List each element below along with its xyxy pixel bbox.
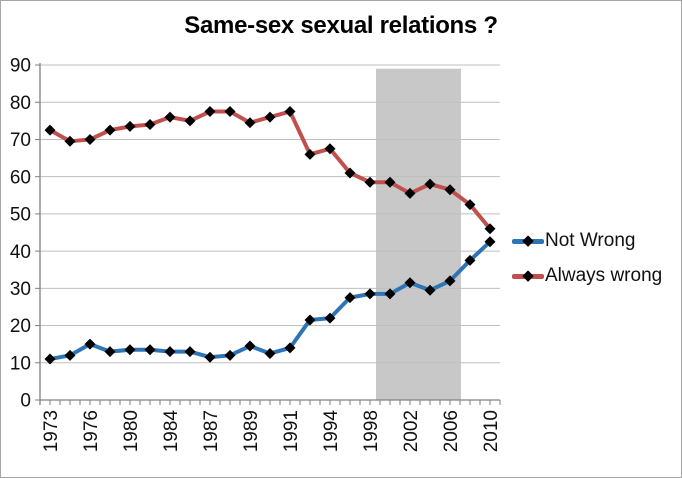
x-axis-label: 1980 (121, 410, 142, 452)
data-point-not-wrong-2002 (404, 277, 416, 289)
data-point-always-wrong-1987 (204, 106, 216, 118)
x-axis-label: 2010 (481, 410, 502, 452)
data-point-not-wrong-1990 (264, 347, 276, 359)
data-point-not-wrong-1998 (364, 288, 376, 300)
x-axis-label: 1998 (361, 410, 382, 452)
x-axis-label: 1989 (241, 410, 262, 452)
chart-title: Same-sex sexual relations ? (184, 12, 498, 39)
y-axis-label: 40 (10, 242, 31, 263)
diamond-marker-icon: ◆ (522, 232, 534, 249)
data-point-not-wrong-1993 (304, 314, 316, 326)
data-point-always-wrong-1976 (84, 133, 96, 145)
data-point-always-wrong-2008 (464, 199, 476, 211)
legend-label: Always wrong (545, 265, 663, 286)
x-axis-label: 1976 (81, 410, 102, 452)
data-point-not-wrong-1982 (144, 344, 156, 356)
y-axis-label: 90 (10, 56, 31, 77)
y-axis-label: 50 (10, 205, 31, 226)
legend-label: Not Wrong (545, 230, 636, 251)
data-point-not-wrong-2008 (464, 254, 476, 266)
data-point-not-wrong-1980 (124, 344, 136, 356)
y-axis-label: 30 (10, 279, 31, 300)
legend-swatch: ◆ (512, 233, 544, 249)
data-point-always-wrong-1977 (104, 124, 116, 136)
data-point-not-wrong-1973 (44, 353, 56, 365)
diamond-marker-icon: ◆ (522, 267, 534, 284)
data-point-not-wrong-1989 (244, 340, 256, 352)
data-point-always-wrong-2004 (424, 178, 436, 190)
data-point-always-wrong-1982 (144, 119, 156, 131)
data-point-not-wrong-1988 (224, 349, 236, 361)
x-axis-label: 1984 (161, 410, 182, 453)
data-point-not-wrong-2004 (424, 284, 436, 296)
x-axis-label: 1987 (201, 410, 222, 452)
x-axis-label: 1991 (281, 410, 302, 452)
legend: ◆ Not Wrong ◆ Always wrong (512, 230, 662, 287)
data-point-not-wrong-1991 (284, 342, 296, 354)
x-axis-label: 2002 (401, 410, 422, 452)
data-point-not-wrong-1994 (324, 312, 336, 324)
data-point-always-wrong-1998 (364, 176, 376, 188)
y-axis-label: 70 (10, 130, 31, 151)
legend-item-not-wrong: ◆ Not Wrong (512, 230, 662, 252)
data-point-not-wrong-1996 (344, 292, 356, 304)
data-point-always-wrong-1974 (64, 135, 76, 147)
data-point-always-wrong-1990 (264, 111, 276, 123)
highlight-band (376, 68, 461, 400)
data-point-not-wrong-1985 (184, 346, 196, 358)
data-point-always-wrong-1993 (304, 148, 316, 160)
data-point-not-wrong-2000 (384, 288, 396, 300)
data-point-always-wrong-1973 (44, 124, 56, 136)
data-point-always-wrong-2010 (484, 223, 496, 235)
data-point-always-wrong-1985 (184, 115, 196, 127)
y-axis-label: 0 (20, 391, 31, 412)
data-point-not-wrong-2010 (484, 236, 496, 248)
y-axis-label: 20 (10, 316, 31, 337)
data-point-always-wrong-2006 (444, 184, 456, 196)
data-point-not-wrong-1987 (204, 351, 216, 363)
data-point-always-wrong-1989 (244, 117, 256, 129)
legend-item-always-wrong: ◆ Always wrong (512, 265, 662, 287)
data-point-always-wrong-1980 (124, 120, 136, 132)
data-point-always-wrong-2000 (384, 176, 396, 188)
data-point-not-wrong-2006 (444, 275, 456, 287)
data-point-always-wrong-1991 (284, 106, 296, 118)
x-axis-label: 1994 (321, 410, 342, 453)
data-point-always-wrong-1988 (224, 106, 236, 118)
data-point-not-wrong-1976 (84, 338, 96, 350)
y-axis-label: 60 (10, 167, 31, 188)
data-point-always-wrong-1984 (164, 111, 176, 123)
legend-swatch: ◆ (512, 268, 544, 284)
legend-line (512, 274, 544, 279)
data-point-always-wrong-1994 (324, 143, 336, 155)
y-axis-label: 80 (10, 93, 31, 114)
data-point-always-wrong-2002 (404, 187, 416, 199)
data-point-not-wrong-1977 (104, 346, 116, 358)
y-axis-label: 10 (10, 353, 31, 374)
legend-line (512, 239, 544, 244)
x-axis-label: 1973 (41, 410, 62, 452)
data-point-not-wrong-1984 (164, 346, 176, 358)
x-axis-label: 2006 (441, 410, 462, 452)
data-point-not-wrong-1974 (64, 349, 76, 361)
data-point-always-wrong-1996 (344, 167, 356, 179)
